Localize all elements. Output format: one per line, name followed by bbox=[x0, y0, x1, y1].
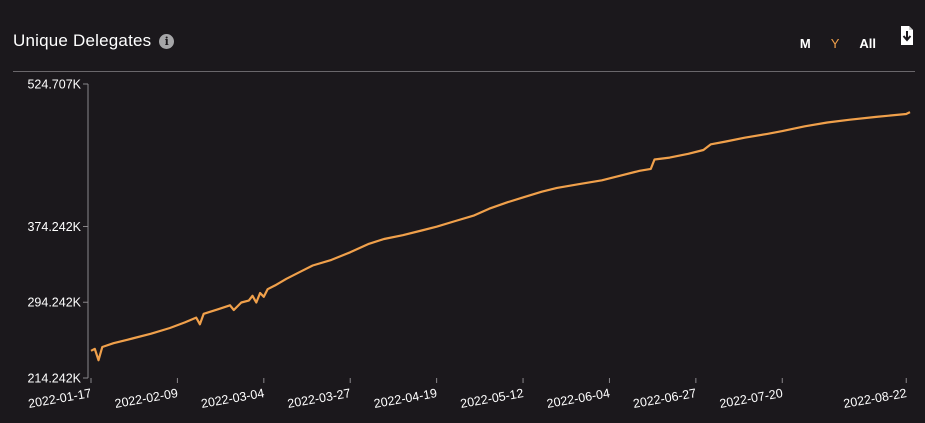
x-tick-label: 2022-02-09 bbox=[114, 386, 179, 411]
header-divider bbox=[13, 71, 915, 72]
y-tick-label: 524.707K bbox=[27, 78, 81, 92]
y-tick-label: 294.242K bbox=[27, 296, 81, 310]
x-tick-label: 2022-05-12 bbox=[459, 386, 524, 411]
range-selector: M Y All bbox=[790, 34, 886, 53]
x-tick-label: 2022-08-22 bbox=[842, 386, 907, 411]
range-button-y[interactable]: Y bbox=[830, 36, 840, 51]
info-icon[interactable]: i bbox=[159, 33, 175, 49]
chart-title-text: Unique Delegates bbox=[13, 31, 152, 50]
x-tick-label: 2022-03-27 bbox=[286, 386, 351, 411]
x-tick-label: 2022-06-04 bbox=[546, 386, 611, 411]
x-tick-label: 2022-07-20 bbox=[718, 386, 783, 411]
x-tick-label: 2022-04-19 bbox=[373, 386, 438, 411]
x-tick-label: 2022-03-04 bbox=[200, 386, 265, 411]
y-tick-label: 374.242K bbox=[27, 220, 81, 234]
x-ticks: 2022-01-17 2022-02-09 2022-03-04 2022-03-27… bbox=[27, 378, 908, 411]
x-tick-label: 2022-01-17 bbox=[27, 386, 92, 411]
range-button-m[interactable]: M bbox=[799, 36, 811, 51]
range-button-all[interactable]: All bbox=[859, 36, 876, 51]
series-line bbox=[90, 111, 911, 362]
chart-title: Unique Delegates i bbox=[13, 31, 175, 51]
y-ticks: 214.242K 294.242K 374.242K 524.707K bbox=[27, 78, 88, 386]
x-tick-label: 2022-06-27 bbox=[632, 386, 697, 411]
y-tick-label: 214.242K bbox=[27, 372, 81, 386]
download-icon[interactable] bbox=[900, 26, 914, 46]
